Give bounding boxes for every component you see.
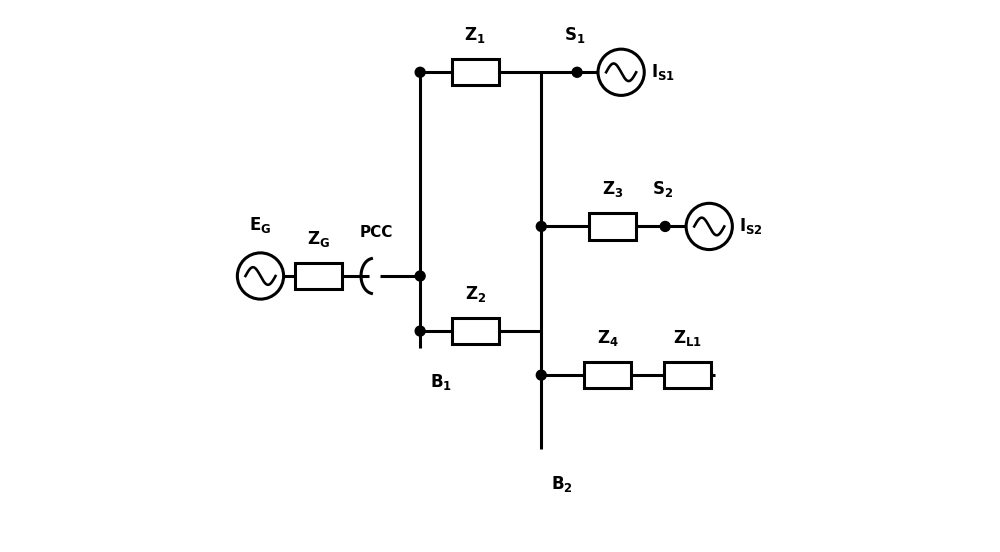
- Text: $\mathbf{Z_{L1}}$: $\mathbf{Z_{L1}}$: [673, 328, 702, 348]
- Circle shape: [237, 253, 284, 299]
- Circle shape: [415, 326, 425, 336]
- Bar: [589, 213, 636, 240]
- Bar: [584, 362, 631, 388]
- Circle shape: [536, 221, 546, 231]
- Text: $\mathbf{I_{S1}}$: $\mathbf{I_{S1}}$: [651, 62, 675, 82]
- Text: $\mathbf{E_G}$: $\mathbf{E_G}$: [249, 215, 272, 235]
- Text: $\mathbf{I_{S2}}$: $\mathbf{I_{S2}}$: [739, 216, 763, 236]
- Text: $\mathbf{Z_G}$: $\mathbf{Z_G}$: [307, 229, 330, 249]
- Bar: [295, 263, 342, 289]
- Text: $\mathbf{S_1}$: $\mathbf{S_1}$: [564, 25, 585, 45]
- Text: PCC: PCC: [359, 225, 393, 240]
- Text: $\mathbf{Z_1}$: $\mathbf{Z_1}$: [464, 25, 486, 45]
- Circle shape: [598, 49, 644, 95]
- Text: $\mathbf{Z_4}$: $\mathbf{Z_4}$: [597, 328, 618, 348]
- Text: $\mathbf{B_2}$: $\mathbf{B_2}$: [551, 474, 573, 494]
- Circle shape: [686, 203, 732, 250]
- Text: $\mathbf{B_1}$: $\mathbf{B_1}$: [430, 373, 452, 392]
- Circle shape: [536, 370, 546, 380]
- Text: $\mathbf{S_2}$: $\mathbf{S_2}$: [652, 179, 673, 199]
- Circle shape: [572, 67, 582, 77]
- Text: $\mathbf{Z_3}$: $\mathbf{Z_3}$: [602, 179, 624, 199]
- Circle shape: [415, 271, 425, 281]
- Circle shape: [415, 67, 425, 77]
- Circle shape: [660, 221, 670, 231]
- Bar: [452, 318, 499, 344]
- Bar: [452, 59, 499, 86]
- Bar: [664, 362, 711, 388]
- Text: $\mathbf{Z_2}$: $\mathbf{Z_2}$: [465, 284, 486, 304]
